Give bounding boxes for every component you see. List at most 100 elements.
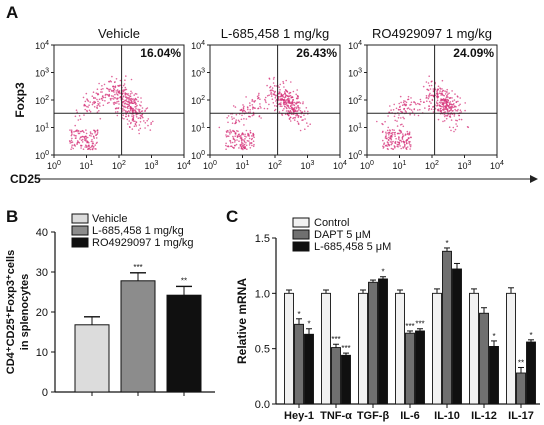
flow-event: [439, 108, 442, 110]
flow-event: [132, 107, 134, 110]
flow-event: [87, 106, 89, 108]
x-tick-label: 104: [333, 160, 347, 171]
flow-event: [430, 84, 433, 87]
flow-event: [398, 102, 401, 105]
flow-event: [292, 90, 295, 93]
significance-label: *: [529, 331, 532, 340]
flow-event: [114, 102, 117, 104]
flow-event: [386, 147, 389, 150]
flow-event: [293, 110, 295, 113]
flow-event: [389, 105, 391, 107]
flow-event: [431, 99, 434, 102]
flow-event: [460, 111, 463, 113]
flow-event: [443, 111, 446, 113]
legend-swatch: [292, 241, 310, 252]
flow-event: [388, 136, 390, 139]
flow-event: [83, 114, 85, 116]
flow-event: [140, 105, 142, 107]
flow-event: [257, 107, 259, 110]
flow-event: [231, 141, 234, 144]
flow-event: [123, 117, 125, 120]
flow-event: [293, 119, 296, 121]
flow-event: [387, 115, 389, 117]
flow-event: [71, 137, 73, 140]
flow-event: [135, 114, 137, 116]
flow-event: [106, 87, 108, 90]
flow-event: [137, 100, 139, 103]
category-label: TNF-α: [320, 410, 352, 422]
flow-event: [284, 89, 287, 91]
flow-event: [248, 137, 251, 140]
flow-event: [394, 131, 397, 134]
flow-event: [90, 140, 93, 143]
flow-event: [86, 141, 89, 143]
flow-event: [112, 102, 115, 104]
flow-event: [275, 85, 278, 87]
flow-event: [75, 109, 78, 111]
flow-event: [245, 129, 248, 132]
flow-event: [442, 94, 444, 96]
flow-event: [141, 114, 143, 116]
flow-event: [265, 101, 267, 104]
flow-event: [128, 120, 130, 122]
flow-event: [413, 114, 416, 116]
category-label: Hey-1: [284, 410, 314, 422]
flow-event: [253, 136, 255, 139]
flow-event: [285, 79, 288, 82]
legend-label: L-685,458 1 mg/kg: [92, 225, 184, 237]
flow-event: [399, 108, 402, 111]
flow-event: [241, 141, 243, 144]
flow-event: [287, 104, 290, 107]
flow-event: [297, 116, 300, 119]
flow-event: [86, 146, 88, 148]
flow-event: [284, 103, 287, 105]
flow-event: [92, 91, 95, 93]
flow-event: [443, 109, 445, 111]
flow-event: [394, 133, 396, 136]
flow-event: [440, 94, 442, 96]
flow-event: [436, 89, 439, 91]
flow-event: [240, 135, 242, 137]
flow-event: [417, 114, 420, 117]
flow-event: [234, 132, 237, 134]
flow-event: [84, 139, 86, 142]
flow-event: [448, 126, 451, 128]
flow-event: [91, 148, 94, 151]
flow-event: [287, 97, 290, 100]
flow-event: [227, 145, 230, 147]
flow-event: [427, 97, 430, 100]
flow-event: [88, 134, 91, 137]
flow-event: [86, 136, 89, 139]
category-label: IL-17: [508, 410, 534, 422]
flow-event: [111, 75, 113, 78]
flow-event: [459, 109, 462, 111]
flow-plot-frame: [209, 44, 341, 156]
flow-event: [451, 110, 454, 112]
flow-event: [96, 130, 99, 132]
flow-event: [301, 119, 303, 121]
flow-event: [237, 133, 240, 136]
flow-event: [445, 106, 447, 109]
flow-event: [93, 129, 95, 132]
flow-event: [453, 115, 456, 117]
flow-event: [408, 133, 411, 135]
y-axis-label-line-1: CD4⁺CD25⁺Foxp3⁺cells: [5, 250, 17, 374]
flow-event: [115, 78, 118, 80]
flow-event: [132, 117, 135, 119]
flow-event: [91, 133, 94, 135]
flow-event: [117, 107, 119, 110]
flow-event: [135, 111, 137, 113]
flow-event: [449, 101, 452, 103]
flow-event: [124, 110, 127, 112]
flow-event: [278, 111, 281, 113]
flow-event: [448, 97, 451, 99]
flow-event: [85, 138, 87, 141]
flow-event: [230, 142, 232, 144]
flow-event: [129, 93, 132, 95]
flow-event: [288, 100, 290, 102]
flow-event: [251, 104, 254, 106]
flow-event: [91, 95, 94, 97]
flow-event: [446, 109, 449, 111]
flow-event: [399, 145, 401, 147]
flow-event: [402, 135, 405, 137]
